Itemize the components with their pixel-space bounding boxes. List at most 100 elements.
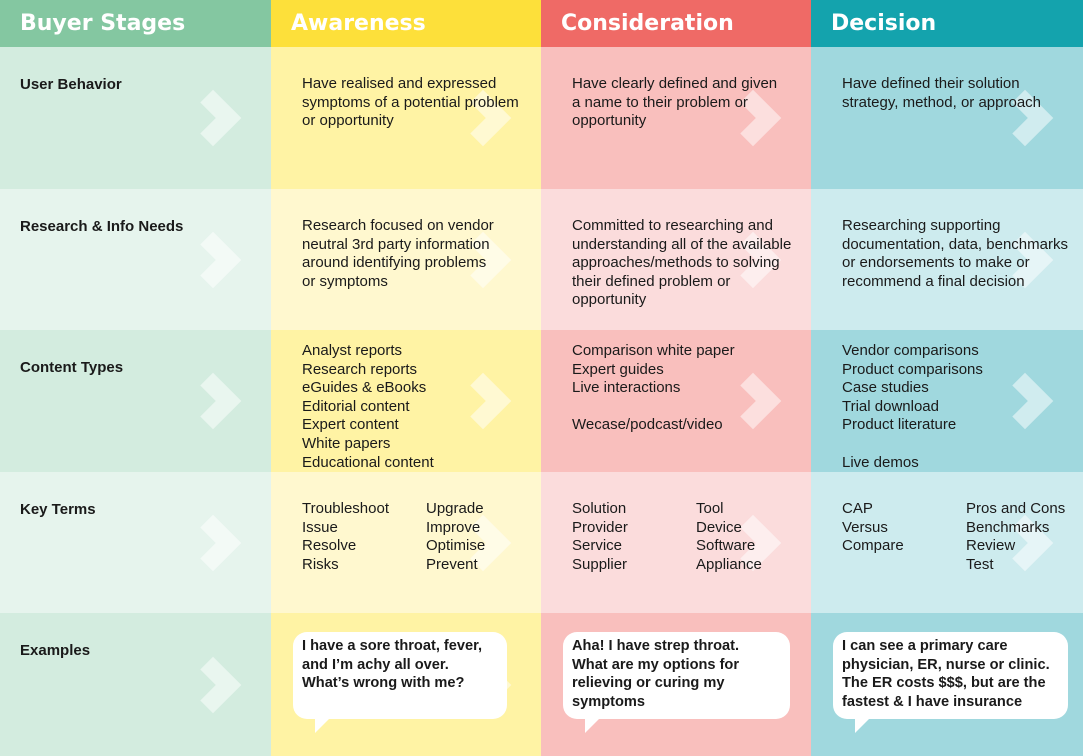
content-type-item: eGuides & eBooks <box>302 379 427 397</box>
content-type-item: Live demos <box>842 453 919 471</box>
text-line: or symptoms <box>302 272 388 290</box>
cell-research-info-needs-consideration: Committed to researching and understandin… <box>541 189 811 330</box>
bubble-line: fastest & I have insurance <box>842 693 1023 710</box>
cell-examples-decision: I can see a primary care physician, ER, n… <box>811 613 1083 756</box>
row-label-text: Research & Info Needs <box>20 218 184 235</box>
line-gap <box>842 435 1073 454</box>
content-type-item: White papers <box>302 434 391 452</box>
row-label-content-types: Content Types <box>0 330 271 472</box>
text-line: Have clearly defined and given <box>572 75 778 92</box>
key-term: Risks <box>302 555 339 573</box>
text-line: strategy, method, or approach <box>842 93 1041 111</box>
text-line: their defined problem or <box>572 272 731 290</box>
speech-bubble-text: I have a sore throat, fever, and I’m achy… <box>293 632 507 733</box>
row-label-text: Key Terms <box>20 501 96 518</box>
text-line: Have realised and expressed <box>302 75 497 92</box>
key-term: Issue <box>302 518 338 536</box>
speech-bubble-tail <box>315 717 331 733</box>
key-term: Review <box>966 537 1016 555</box>
header-label: Decision <box>831 11 937 36</box>
row-label-key-terms: Key Terms <box>0 472 271 613</box>
bubble-line: What’s wrong with me? <box>302 675 465 692</box>
content-type-item: Trial download <box>842 397 939 415</box>
content-type-item: Editorial content <box>302 397 410 415</box>
speech-bubble: Aha! I have strep throat. What are my opt… <box>563 632 790 733</box>
key-term: Resolve <box>302 537 357 555</box>
line-gap <box>572 398 801 417</box>
chevron-decoration <box>184 514 242 571</box>
cell-key-terms-consideration: Solution Provider Service Supplier Tool Devic… <box>541 472 811 613</box>
key-terms-columns: Troubleshoot Issue Resolve Risks Upgrade Impr… <box>302 500 531 574</box>
content-type-item: Research reports <box>302 360 418 378</box>
key-term: Software <box>696 537 756 555</box>
content-type-item: Comparison white paper <box>572 342 735 359</box>
content-type-item: Expert content <box>302 416 399 434</box>
content-type-item: Vendor comparisons <box>842 342 979 359</box>
cell-text: Comparison white paper Expert guides Live … <box>572 342 801 435</box>
header-label: Awareness <box>291 11 426 36</box>
speech-bubble: I have a sore throat, fever, and I’m achy… <box>293 632 507 733</box>
bubble-line: I can see a primary care <box>842 638 1008 654</box>
bubble-line: The ER costs $$$, but are the <box>842 675 1046 692</box>
header-label: Buyer Stages <box>20 11 186 36</box>
key-term: Optimise <box>426 537 486 555</box>
key-terms-columns: CAP Versus Compare Pros and Cons Benchmarks R… <box>842 500 1073 574</box>
cell-examples-awareness: I have a sore throat, fever, and I’m achy… <box>271 613 541 756</box>
text-line: symptoms of a potential problem <box>302 93 519 111</box>
row-label-research-info-needs: Research & Info Needs <box>0 189 271 330</box>
bubble-line: Aha! I have strep throat. <box>572 638 740 654</box>
cell-text: Research focused on vendor neutral 3rd pa… <box>302 217 531 291</box>
bubble-line: relieving or curing my <box>572 675 725 692</box>
text-line: recommend a final decision <box>842 272 1025 290</box>
row-label-examples: Examples <box>0 613 271 756</box>
text-line: a name to their problem or <box>572 93 748 111</box>
bubble-line: and I’m achy all over. <box>302 656 449 673</box>
key-term: Compare <box>842 537 904 555</box>
text-line: Committed to researching and <box>572 217 773 234</box>
key-term: Troubleshoot <box>302 500 389 517</box>
text-line: documentation, data, benchmarks <box>842 235 1068 253</box>
text-line: approaches/methods to solving <box>572 254 780 272</box>
key-terms-columns: Solution Provider Service Supplier Tool Devic… <box>572 500 801 574</box>
content-type-item: Analyst reports <box>302 342 403 359</box>
cell-user-behavior-awareness: Have realised and expressed symptoms of a… <box>271 47 541 189</box>
text-line: Have defined their solution <box>842 75 1020 92</box>
content-type-item: Educational content <box>302 453 434 471</box>
text-line: opportunity <box>572 112 647 130</box>
text-line: understanding all of the available <box>572 235 792 253</box>
key-term: Tool <box>696 500 724 517</box>
key-term: Upgrade <box>426 500 484 517</box>
chevron-decoration <box>184 656 242 713</box>
key-term: Improve <box>426 518 481 536</box>
content-type-item: Product literature <box>842 416 957 434</box>
key-terms-right-column: Upgrade Improve Optimise Prevent <box>426 500 531 574</box>
content-type-item: Product comparisons <box>842 360 983 378</box>
speech-bubble: I can see a primary care physician, ER, n… <box>833 632 1068 733</box>
bubble-line: physician, ER, nurse or clinic. <box>842 656 1050 673</box>
key-term: Device <box>696 518 742 536</box>
header-buyer-stages: Buyer Stages <box>0 0 271 47</box>
chevron-decoration <box>184 231 242 288</box>
text-line: Research focused on vendor <box>302 217 494 234</box>
header-decision: Decision <box>811 0 1083 47</box>
text-line: or endorsements to make or <box>842 254 1030 272</box>
row-label-user-behavior: User Behavior <box>0 47 271 189</box>
cell-research-info-needs-decision: Researching supporting documentation, dat… <box>811 189 1083 330</box>
text-line: neutral 3rd party information <box>302 235 490 253</box>
cell-text: Have clearly defined and given a name to … <box>572 75 801 131</box>
content-type-item: Live interactions <box>572 379 681 397</box>
speech-bubble-tail <box>855 717 871 733</box>
bubble-line: symptoms <box>572 693 645 710</box>
speech-bubble-text: I can see a primary care physician, ER, n… <box>833 632 1068 733</box>
key-terms-right-column: Tool Device Software Appliance <box>696 500 801 574</box>
header-label: Consideration <box>561 11 734 36</box>
cell-text: Vendor comparisons Product comparisons Cas… <box>842 342 1073 472</box>
header-consideration: Consideration <box>541 0 811 47</box>
chevron-decoration <box>184 89 242 147</box>
cell-content-types-decision: Vendor comparisons Product comparisons Cas… <box>811 330 1083 472</box>
key-terms-left-column: CAP Versus Compare <box>842 500 966 574</box>
row-label-text: Examples <box>20 642 91 659</box>
key-term: Service <box>572 537 623 555</box>
key-term: Solution <box>572 500 627 517</box>
